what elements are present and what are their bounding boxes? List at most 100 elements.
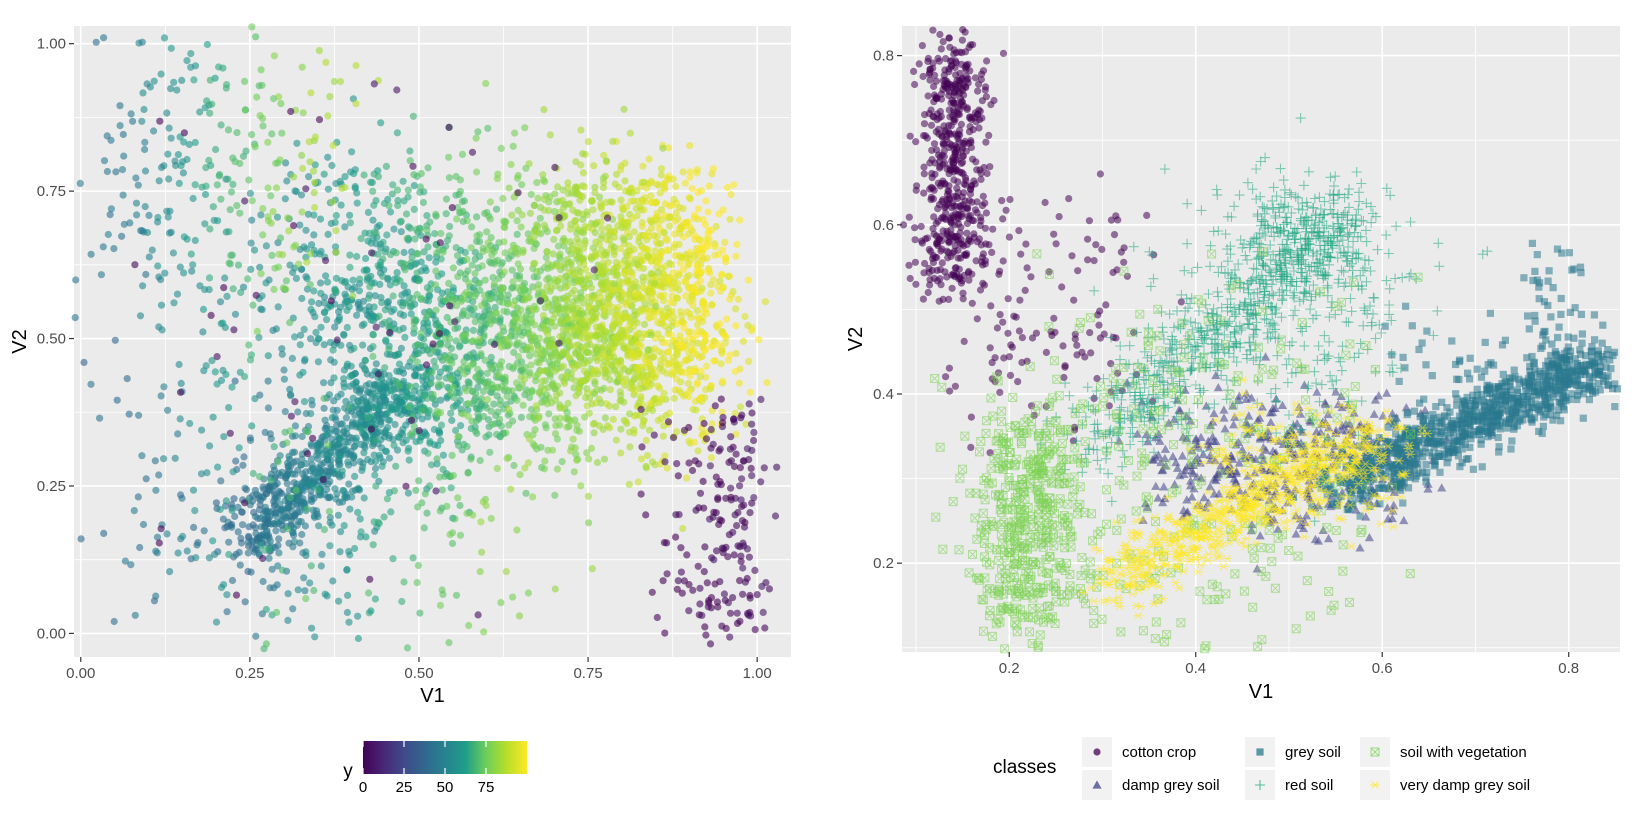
data-point	[409, 112, 417, 120]
data-point	[761, 624, 769, 632]
data-point	[357, 412, 365, 421]
data-point	[211, 550, 219, 559]
data-point	[134, 493, 142, 501]
data-point	[554, 242, 563, 250]
data-point	[637, 392, 645, 401]
data-point	[375, 221, 384, 229]
data-point	[961, 28, 969, 36]
data-point	[716, 445, 724, 453]
data-point	[515, 612, 524, 620]
data-point	[435, 380, 443, 389]
data-point	[423, 361, 431, 369]
data-point	[308, 464, 316, 472]
data-point	[286, 385, 294, 393]
data-point	[382, 426, 390, 434]
data-point	[349, 292, 357, 300]
data-point	[591, 366, 599, 374]
data-point	[614, 222, 622, 230]
data-point	[119, 191, 127, 199]
data-point	[250, 246, 259, 254]
data-point	[467, 244, 475, 252]
data-point	[981, 224, 990, 232]
data-point	[662, 339, 671, 347]
data-point	[694, 327, 702, 335]
data-point	[639, 418, 648, 426]
data-point	[468, 223, 476, 231]
data-point	[955, 138, 963, 146]
data-point	[616, 356, 625, 364]
data-point	[701, 221, 709, 229]
data-point	[708, 420, 716, 428]
data-point	[406, 224, 414, 232]
data-point	[308, 624, 316, 632]
data-point	[736, 403, 745, 411]
data-point	[413, 579, 421, 587]
data-point	[337, 528, 345, 536]
data-point	[565, 353, 573, 361]
data-point	[532, 305, 540, 313]
data-point	[132, 174, 140, 182]
data-point	[320, 299, 328, 307]
data-point	[441, 472, 449, 480]
data-point	[452, 244, 460, 252]
data-point	[953, 184, 961, 192]
data-point	[418, 415, 426, 423]
data-point	[457, 297, 465, 305]
data-point	[915, 60, 923, 68]
data-point	[364, 237, 372, 245]
data-point	[464, 267, 472, 275]
data-point	[726, 215, 734, 223]
data-point	[611, 180, 619, 188]
data-point	[262, 242, 270, 250]
data-point	[193, 541, 201, 549]
data-point	[268, 565, 276, 573]
data-point	[460, 358, 468, 366]
data-point	[674, 472, 682, 480]
data-point	[563, 256, 571, 264]
data-point	[163, 530, 171, 538]
data-point	[464, 406, 472, 414]
data-point	[579, 317, 587, 325]
data-point	[480, 324, 488, 332]
data-point	[387, 308, 396, 316]
data-point	[685, 194, 694, 202]
data-point	[510, 129, 519, 137]
data-point	[166, 568, 174, 576]
data-point	[718, 517, 726, 525]
data-point	[363, 388, 372, 396]
data-point	[275, 535, 283, 543]
data-point	[718, 423, 727, 431]
data-point	[355, 388, 363, 396]
data-point	[762, 579, 770, 587]
data-point	[574, 265, 583, 273]
data-point	[964, 60, 972, 68]
data-point	[249, 469, 257, 478]
data-point	[242, 147, 250, 155]
data-point	[675, 510, 683, 519]
data-point	[674, 280, 682, 288]
data-point	[277, 506, 285, 514]
data-point	[518, 181, 526, 189]
data-point	[453, 215, 461, 223]
data-point	[457, 422, 465, 430]
data-point	[968, 299, 976, 307]
data-point	[543, 248, 551, 256]
data-point	[372, 360, 380, 368]
data-point	[480, 312, 488, 320]
data-point	[391, 420, 399, 429]
data-point	[930, 213, 938, 221]
data-point	[476, 231, 484, 239]
data-point	[377, 258, 385, 266]
data-point	[471, 318, 479, 326]
data-point	[585, 409, 593, 417]
data-point	[519, 401, 527, 409]
data-point	[529, 414, 538, 422]
data-point	[288, 354, 296, 362]
data-point	[583, 348, 592, 356]
data-point	[524, 388, 532, 396]
data-point	[678, 312, 686, 320]
data-point	[938, 259, 946, 267]
data-point	[546, 278, 554, 286]
data-point	[529, 331, 537, 339]
data-point	[320, 341, 328, 349]
